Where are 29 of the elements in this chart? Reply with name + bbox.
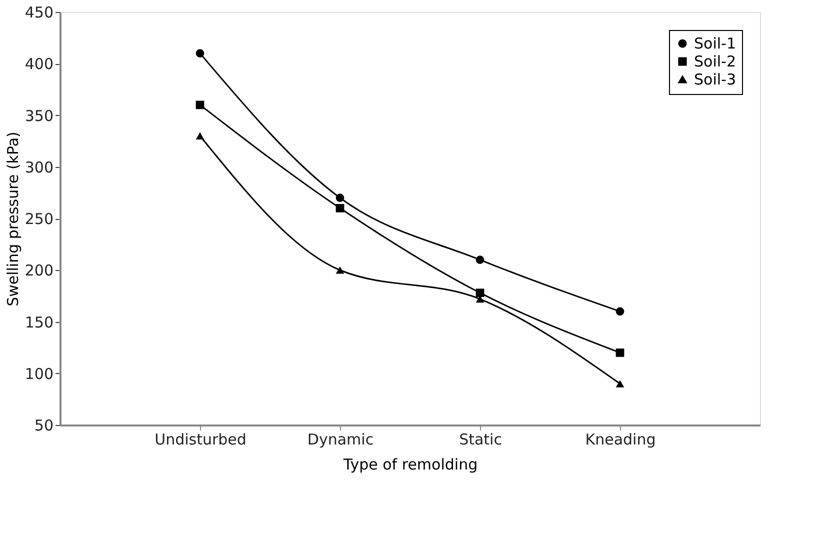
point bbox=[336, 266, 344, 274]
legend-label: Soil-2 bbox=[694, 52, 736, 70]
point bbox=[336, 194, 344, 202]
point bbox=[336, 204, 344, 212]
y-tick-label: 400 bbox=[24, 55, 54, 74]
point bbox=[196, 100, 204, 110]
point bbox=[616, 307, 624, 316]
y-tick-label: 300 bbox=[24, 158, 54, 176]
point bbox=[196, 49, 204, 58]
point bbox=[616, 380, 624, 388]
point bbox=[616, 348, 624, 357]
x-tick-label: Undisturbed bbox=[154, 430, 246, 448]
x-tick-label: Kneading bbox=[585, 430, 656, 448]
y-axis-title: Swelling pressure (kPa) bbox=[4, 132, 22, 306]
y-tick-label: 150 bbox=[24, 313, 54, 332]
point bbox=[476, 288, 484, 298]
y-tick-label: 250 bbox=[24, 210, 54, 228]
point bbox=[476, 256, 484, 264]
legend-label: Soil-1 bbox=[694, 34, 736, 52]
x-tick-label: Static bbox=[459, 430, 502, 448]
point bbox=[196, 132, 204, 140]
y-tick-label: 350 bbox=[24, 106, 54, 125]
x-axis-title: Type of remolding bbox=[342, 456, 478, 474]
y-tick-label: 100 bbox=[24, 364, 54, 383]
legend-label: Soil-3 bbox=[694, 70, 736, 88]
x-tick-label: Dynamic bbox=[307, 430, 374, 448]
y-tick-label: 450 bbox=[24, 4, 54, 22]
y-tick-label: 200 bbox=[24, 262, 54, 280]
y-tick-label: 50 bbox=[34, 416, 54, 434]
